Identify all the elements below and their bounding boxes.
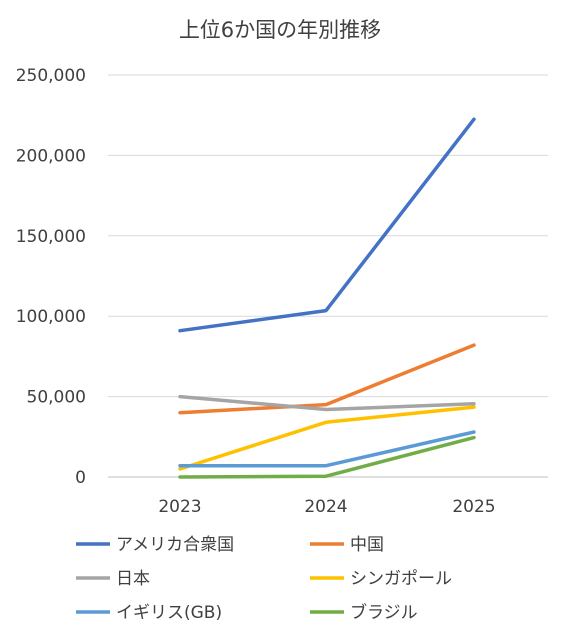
legend-label: シンガポール — [350, 569, 452, 589]
y-tick-label: 200,000 — [16, 146, 86, 166]
x-tick-label: 2025 — [452, 497, 495, 517]
y-axis-ticks: 0 50,000 100,000 150,000 200,000 250,000 — [16, 66, 86, 488]
y-tick-label: 150,000 — [16, 227, 86, 247]
legend-label: イギリス(GB) — [116, 603, 222, 623]
series-line — [178, 430, 476, 468]
y-tick-label: 100,000 — [16, 307, 86, 327]
y-tick-label: 250,000 — [16, 66, 86, 86]
series-line — [178, 405, 476, 471]
x-axis-ticks: 2023 2024 2025 — [158, 497, 495, 517]
gridlines — [108, 74, 548, 478]
x-tick-label: 2023 — [158, 497, 201, 517]
series-line — [178, 117, 476, 333]
series-line — [178, 394, 476, 412]
y-tick-label: 50,000 — [27, 388, 86, 408]
legend-label: ブラジル — [350, 602, 418, 623]
chart-title: 上位6か国の年別推移 — [179, 18, 381, 42]
legend-label: 中国 — [350, 535, 384, 555]
legend-label: アメリカ合衆国 — [116, 535, 234, 555]
y-tick-label: 0 — [75, 468, 86, 488]
series-lines — [178, 117, 476, 479]
series-line — [178, 343, 476, 415]
x-tick-label: 2024 — [304, 497, 347, 517]
legend-label: 日本 — [116, 569, 150, 589]
series-line — [178, 435, 476, 479]
